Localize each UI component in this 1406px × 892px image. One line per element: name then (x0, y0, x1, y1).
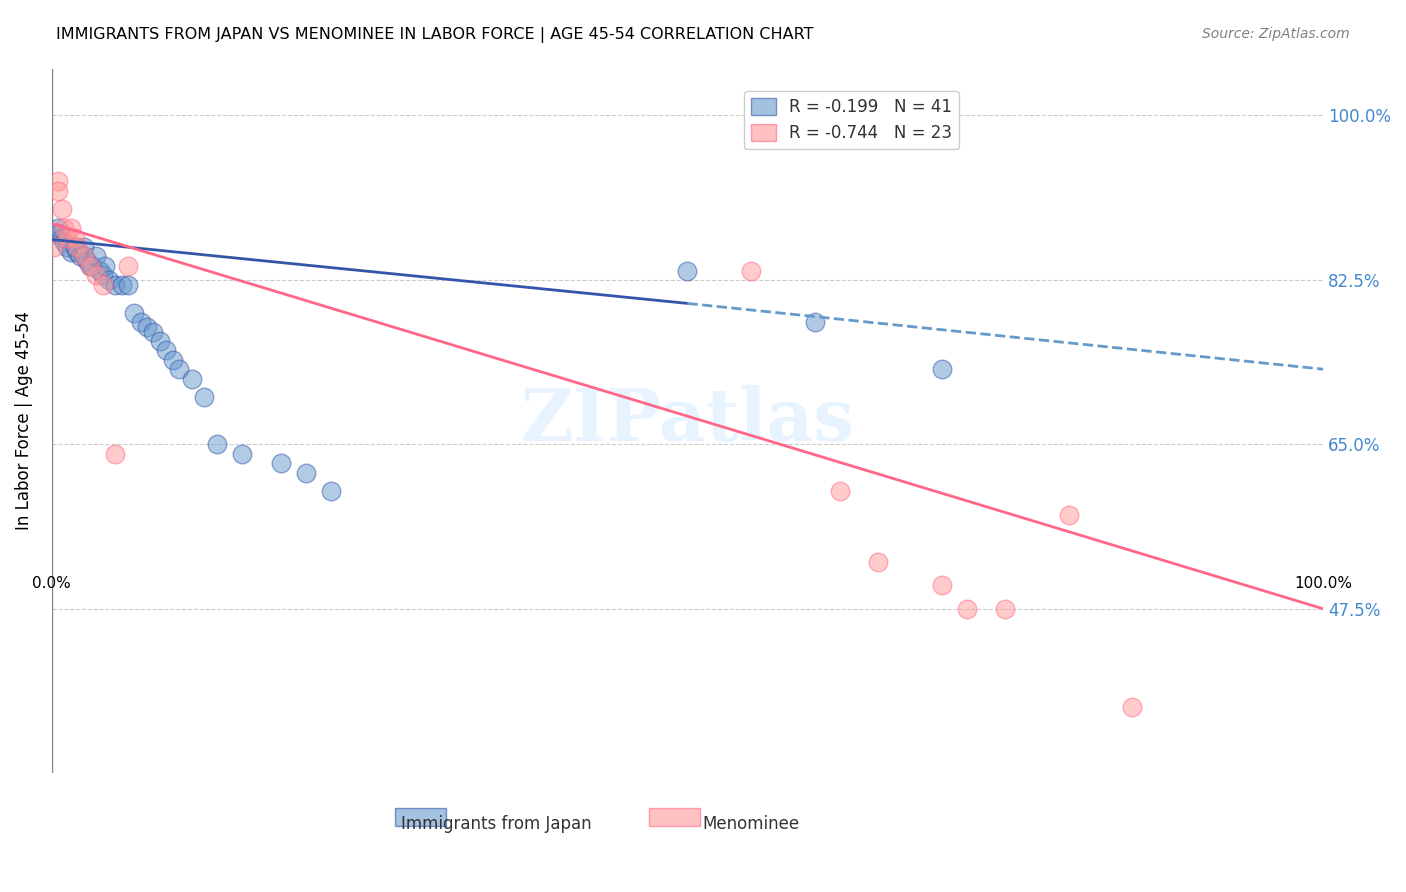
FancyBboxPatch shape (650, 808, 700, 826)
Point (79, 259, 101, 273)
Point (46, 174, 69, 188)
Point (956, 601, 979, 615)
Point (136, 319, 159, 334)
Legend: R = -0.199   N = 41, R = -0.744   N = 23: R = -0.199 N = 41, R = -0.744 N = 23 (744, 91, 959, 149)
Point (53, 235, 76, 250)
Text: Immigrants from Japan: Immigrants from Japan (402, 815, 592, 833)
Point (167, 362, 190, 376)
Point (91, 268, 114, 283)
Point (295, 466, 318, 480)
Point (193, 390, 215, 404)
Point (931, 362, 953, 376)
Text: Source: ZipAtlas.com: Source: ZipAtlas.com (1202, 27, 1350, 41)
Point (46, 221, 69, 235)
Point (1057, 508, 1080, 522)
Point (44, 240, 66, 254)
Point (828, 484, 851, 499)
Point (66, 240, 89, 254)
Point (994, 601, 1017, 615)
Text: Menominee: Menominee (703, 815, 800, 833)
Point (205, 437, 228, 451)
Point (84, 249, 107, 263)
Point (142, 325, 165, 339)
Text: 0.0%: 0.0% (32, 576, 72, 591)
Point (84, 268, 107, 283)
Y-axis label: In Labor Force | Age 45-54: In Labor Force | Age 45-54 (15, 311, 32, 531)
Point (45, 226, 67, 240)
Point (231, 447, 253, 461)
Point (59, 244, 82, 259)
Point (740, 263, 762, 277)
Point (91, 277, 114, 292)
Point (868, 555, 890, 569)
Point (117, 259, 139, 273)
Point (51, 230, 73, 244)
Text: IMMIGRANTS FROM JAPAN VS MENOMINEE IN LABOR FORCE | AGE 45-54 CORRELATION CHART: IMMIGRANTS FROM JAPAN VS MENOMINEE IN LA… (56, 27, 814, 43)
Point (931, 578, 953, 592)
Point (69, 249, 91, 263)
Point (46, 226, 69, 240)
Point (129, 315, 152, 329)
Point (56, 230, 79, 244)
FancyBboxPatch shape (395, 808, 446, 826)
Point (56, 240, 79, 254)
Point (94, 259, 117, 273)
Point (149, 334, 172, 348)
Text: ZIPatlas: ZIPatlas (520, 385, 855, 457)
Point (53, 221, 76, 235)
Point (321, 484, 343, 499)
Point (51, 202, 73, 217)
Point (104, 277, 127, 292)
Point (155, 343, 177, 358)
Point (270, 456, 292, 470)
Point (82, 259, 104, 273)
Point (46, 184, 69, 198)
Point (89, 263, 111, 277)
Point (66, 244, 89, 259)
Point (124, 306, 146, 320)
Point (1121, 700, 1143, 714)
Point (180, 371, 202, 385)
Point (79, 259, 101, 273)
Point (72, 249, 94, 263)
Point (117, 277, 139, 292)
Point (104, 447, 127, 461)
Point (676, 263, 699, 277)
Text: 100.0%: 100.0% (1294, 576, 1353, 591)
Point (76, 254, 98, 268)
Point (162, 352, 184, 367)
Point (63, 230, 86, 244)
Point (111, 277, 134, 292)
Point (63, 240, 86, 254)
Point (803, 315, 825, 329)
Point (97, 273, 120, 287)
Point (72, 240, 94, 254)
Point (72, 249, 94, 263)
Point (59, 221, 82, 235)
